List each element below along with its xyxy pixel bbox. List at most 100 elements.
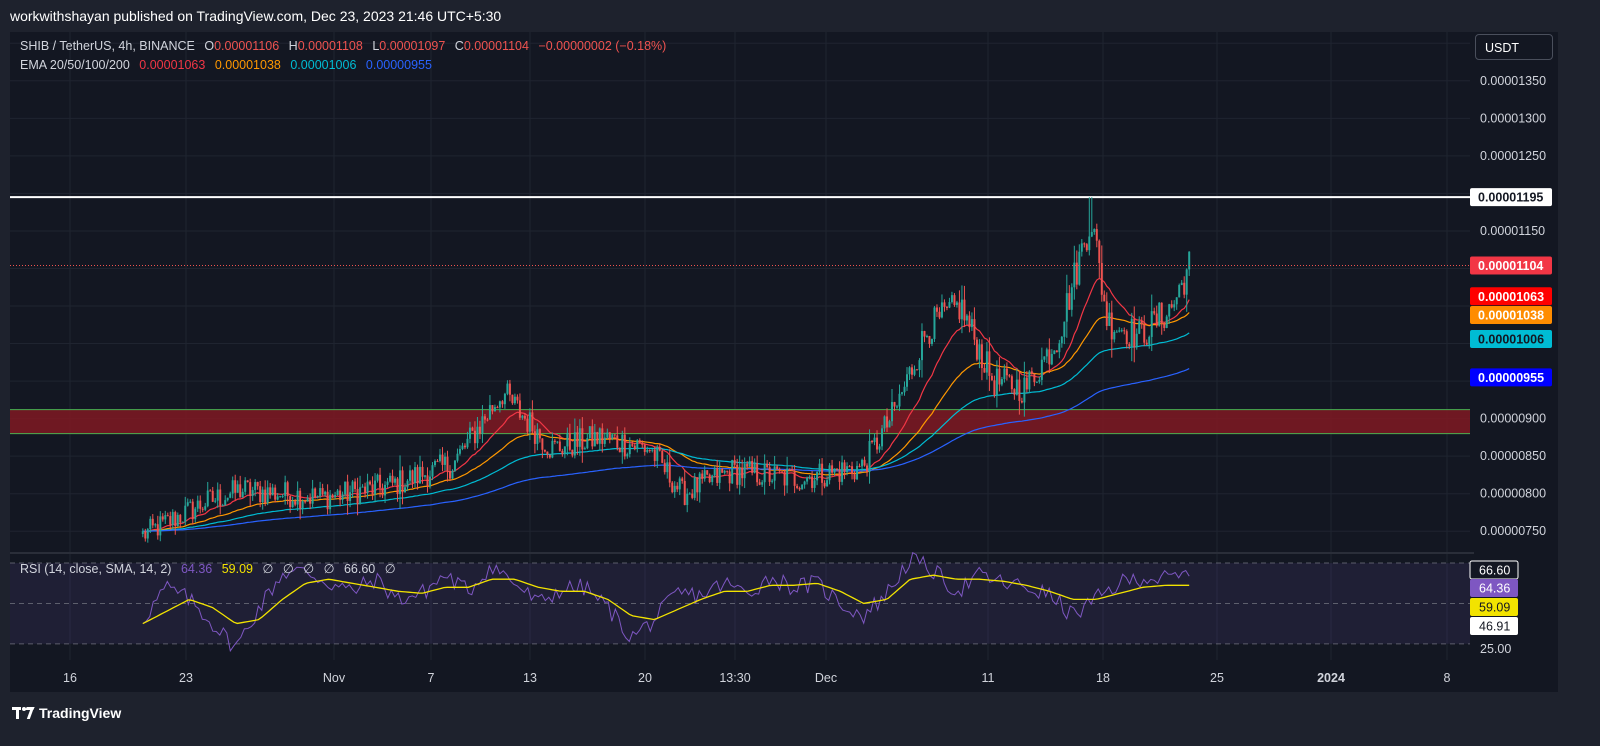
candle-body xyxy=(191,501,194,520)
candle-body xyxy=(863,459,866,466)
candle-body xyxy=(763,463,766,483)
price-badge-ema20 xyxy=(1470,287,1552,306)
candle-body xyxy=(563,446,566,455)
candle-body xyxy=(426,475,429,487)
candle-body xyxy=(179,514,182,523)
candle-body xyxy=(264,489,267,503)
candle-body xyxy=(141,531,144,534)
candle-body xyxy=(953,295,956,305)
candle-body xyxy=(1078,251,1081,285)
candle-body xyxy=(331,494,334,498)
published-text: workwithshayan published on TradingView.… xyxy=(10,8,502,24)
candle-body xyxy=(369,481,372,485)
candle-body xyxy=(1145,342,1148,345)
candle-body xyxy=(816,471,819,481)
candle-body xyxy=(1185,269,1188,295)
candle-body xyxy=(149,518,152,530)
candle-body xyxy=(858,465,861,467)
candle-body xyxy=(738,467,741,485)
tradingview-logo[interactable]: TradingView xyxy=(12,703,121,723)
candle-body xyxy=(873,437,876,443)
candle-body xyxy=(216,489,219,501)
candle-body xyxy=(1100,263,1103,295)
candle-body xyxy=(364,486,367,493)
time-tick-label: 8 xyxy=(1444,671,1451,685)
candle-body xyxy=(391,475,394,483)
price-badge-resistance xyxy=(1470,188,1552,207)
rsi-pane xyxy=(10,551,1470,653)
candle-body xyxy=(990,375,993,381)
candle-body xyxy=(416,467,419,484)
symbol-label[interactable]: SHIB / TetherUS, 4h, BINANCE xyxy=(20,39,195,53)
candle-body xyxy=(211,490,214,502)
candle-body xyxy=(169,516,172,525)
time-tick-label: 23 xyxy=(179,671,193,685)
candle-body xyxy=(583,448,586,450)
candle-body xyxy=(955,302,958,305)
candle-body xyxy=(876,437,879,450)
price-tick-label: 0.00001300 xyxy=(1480,111,1546,125)
price-legend: SHIB / TetherUS, 4h, BINANCE O0.00001106… xyxy=(20,39,666,53)
candle-body xyxy=(399,470,402,495)
candle-body xyxy=(711,475,714,483)
currency-button[interactable]: USDT xyxy=(1475,34,1553,60)
candle-body xyxy=(421,466,424,477)
candle-body xyxy=(281,495,284,497)
candle-body xyxy=(593,432,596,447)
candle-body xyxy=(698,473,701,493)
candle-body xyxy=(985,351,988,373)
rsi-lower-badge xyxy=(1470,617,1518,635)
candle-body xyxy=(920,331,923,361)
candle-body xyxy=(1060,336,1063,344)
candle-body xyxy=(496,407,499,409)
candle-body xyxy=(708,474,711,483)
rsi-label[interactable]: RSI (14, close, SMA, 14, 2) xyxy=(20,562,172,576)
candle-body xyxy=(658,447,661,451)
time-tick-label: Dec xyxy=(815,671,837,685)
rsi-lower-badge-label: 46.91 xyxy=(1479,620,1510,634)
price-axis: 0.000014000.000013500.000013000.00001250… xyxy=(1469,36,1552,656)
footer xyxy=(0,700,1600,746)
candle-body xyxy=(641,442,644,445)
change-value: −0.00000002 (−0.18%) xyxy=(538,39,667,53)
candle-body xyxy=(831,465,834,473)
candle-body xyxy=(1088,236,1091,251)
candle-body xyxy=(918,360,921,371)
candle-body xyxy=(925,335,928,337)
candle-body xyxy=(359,487,362,505)
candle-body xyxy=(296,490,299,505)
candle-body xyxy=(923,331,926,337)
candle-body xyxy=(261,489,264,503)
candle-body xyxy=(1158,302,1161,326)
candle-body xyxy=(661,450,664,463)
candle-body xyxy=(513,396,516,404)
candle-body xyxy=(910,367,913,375)
candle-body xyxy=(1140,321,1143,325)
candle-body xyxy=(556,441,559,443)
candle-body xyxy=(396,478,399,495)
candle-body xyxy=(234,480,237,493)
candle-body xyxy=(833,468,836,473)
ema-label[interactable]: EMA 20/50/100/200 xyxy=(20,58,130,72)
candle-body xyxy=(294,501,297,505)
price-badge-ema100 xyxy=(1470,330,1552,349)
candle-body xyxy=(336,490,339,496)
candle-body xyxy=(808,476,811,478)
candle-body xyxy=(376,474,379,481)
rsi-upper-value: 66.60 xyxy=(343,562,376,576)
price-badge-ema50 xyxy=(1470,306,1552,325)
candle-body xyxy=(935,307,938,312)
candle-body xyxy=(184,505,187,522)
candle-body xyxy=(491,405,494,412)
candle-body xyxy=(758,482,761,485)
candle-body xyxy=(366,481,369,493)
tradingview-icon xyxy=(12,707,35,719)
candle-body xyxy=(1035,381,1038,383)
candle-body xyxy=(339,490,342,500)
candle-body xyxy=(478,426,481,434)
candle-body xyxy=(591,426,594,447)
candle-body xyxy=(841,462,844,482)
candle-body xyxy=(409,470,412,481)
candle-body xyxy=(793,470,796,486)
